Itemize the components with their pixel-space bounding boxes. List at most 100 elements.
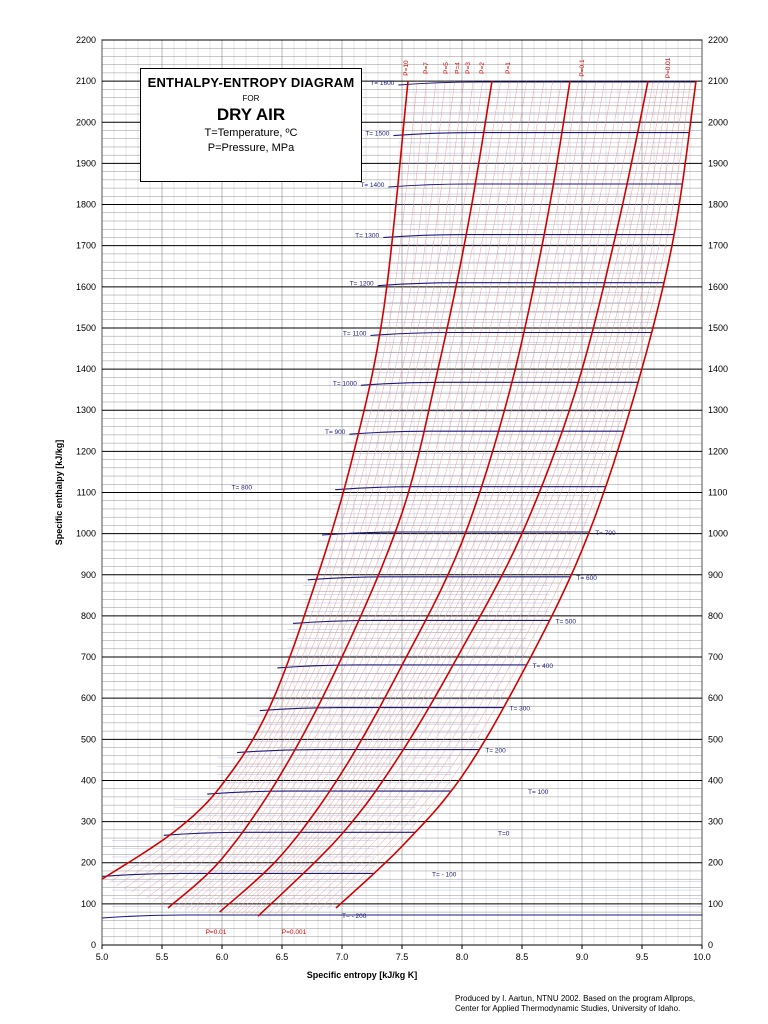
minor-isobar-line [131, 81, 446, 893]
y-tick-label-right: 800 [708, 611, 723, 621]
isotherm-label: T= 500 [556, 618, 577, 625]
isotherm-label: T= 300 [510, 706, 531, 713]
isotherm-line [101, 872, 374, 877]
minor-isobar-line [160, 81, 483, 905]
y-tick-label-right: 2200 [708, 35, 728, 45]
minor-isobar-line [240, 81, 614, 915]
chart-title-for: FOR [242, 94, 260, 103]
minor-isobar-line [185, 81, 519, 910]
isobar-labels: P=10 P=7 P=5 P=4 P=3 P=2 P=1 P=0.1 P=0.01 P=0.01 P… [206, 57, 672, 936]
isotherm-label: T= - 100 [432, 871, 457, 878]
minor-isobar-line [213, 81, 562, 912]
y-tick-label-left: 2200 [76, 35, 96, 45]
isotherm-label: T= 100 [528, 789, 549, 796]
minor-isobar-line [309, 81, 681, 911]
isobar-line [257, 80, 649, 917]
x-tick-label: 5.5 [156, 952, 169, 962]
isotherm-label: T= 600 [576, 575, 597, 582]
y-tick-label-right: 1800 [708, 200, 728, 210]
axes: 5.0 5.5 6.0 6.5 7.0 7.5 8.0 8.5 9.0 9.5 10.0 0 0 100 1… [54, 35, 728, 980]
y-tick-label-right: 400 [708, 775, 723, 785]
x-tick-label: 8.5 [516, 952, 529, 962]
minor-isobar-line [138, 81, 455, 896]
y-tick-label-right: 900 [708, 570, 723, 580]
y-tick-label-left: 200 [81, 858, 96, 868]
y-tick-label-left: 1700 [76, 241, 96, 251]
minor-isobar-line [223, 81, 579, 913]
y-tick-label-left: 900 [81, 570, 96, 580]
y-tick-label-left: 1800 [76, 200, 96, 210]
y-tick-label-right: 1000 [708, 529, 728, 539]
isotherm-label: T= 400 [533, 663, 554, 670]
y-tick-label-right: 200 [708, 858, 723, 868]
isobar-line [219, 80, 571, 913]
minor-isobar-line [327, 81, 691, 910]
minor-isobar-line [145, 81, 465, 899]
y-tick-label-left: 2000 [76, 117, 96, 127]
y-tick-label-right: 1600 [708, 282, 728, 292]
isotherm-label: T= - 200 [342, 913, 367, 920]
y-tick-label-left: 1900 [76, 158, 96, 168]
x-tick-label: 10.0 [693, 952, 711, 962]
isobar-label-top: P=7 [423, 62, 430, 74]
minor-isobar-line [249, 81, 631, 916]
y-tick-label-right: 2100 [708, 76, 728, 86]
isotherm-label: T= 1600 [370, 80, 394, 87]
isotherm-label: T= 1100 [343, 330, 367, 337]
minor-isobar-line [207, 81, 553, 912]
y-tick-label-left: 1600 [76, 282, 96, 292]
minor-isobar-line [227, 81, 588, 914]
x-tick-label: 5.0 [96, 952, 109, 962]
y-tick-label-left: 1200 [76, 446, 96, 456]
chart-title: ENTHALPY-ENTROPY DIAGRAM [147, 75, 355, 90]
x-tick-label: 9.5 [636, 952, 649, 962]
y-axis-label: Specific enthalpy [kJ/kg] [54, 440, 64, 546]
credit-line-1: Produced by I. Aartun, NTNU 2002. Based … [455, 994, 696, 1003]
y-tick-label-right: 1400 [708, 364, 728, 374]
isobar-label-top: P=2 [479, 62, 486, 74]
y-tick-label-left: 1100 [77, 488, 96, 498]
minor-isobars [109, 81, 691, 916]
legend-temperature: T=Temperature, ºC [204, 127, 298, 139]
y-tick-label-left: 500 [81, 734, 96, 744]
y-tick-label-left: 1300 [76, 405, 96, 415]
y-tick-label-left: 0 [91, 940, 96, 950]
y-tick-label-right: 700 [708, 652, 723, 662]
y-tick-label-right: 600 [708, 693, 723, 703]
isobar-label-top: P=0.1 [579, 59, 586, 77]
isobar-label-top: P=4 [455, 62, 462, 74]
isobar-label-bottom: P=0.001 [282, 929, 307, 936]
x-axis-label: Specific entropy [kJ/kg K] [307, 970, 418, 980]
x-tick-label: 6.0 [216, 952, 229, 962]
minor-isobar-line [202, 81, 545, 911]
isobar-label-top: P=5 [443, 62, 450, 74]
isotherm-label: T= 900 [325, 429, 346, 436]
y-tick-label-right: 1500 [708, 323, 728, 333]
x-tick-label: 7.0 [336, 952, 349, 962]
x-tick-label: 8.0 [456, 952, 469, 962]
isobars [101, 80, 697, 917]
y-tick-label-left: 700 [81, 652, 96, 662]
y-tick-label-right: 1200 [708, 446, 728, 456]
isobar-label-top: P=0.01 [665, 57, 672, 78]
minor-isobar-line [123, 81, 437, 890]
isotherm-label: T=0 [498, 830, 510, 837]
y-tick-label-left: 1500 [76, 323, 96, 333]
minor-isobar-line [190, 81, 527, 910]
y-tick-label-right: 100 [708, 899, 723, 909]
chart-subtitle: DRY AIR [216, 105, 286, 124]
minor-isobar-line [173, 81, 501, 909]
isotherm-label: T= 1500 [365, 131, 389, 138]
minor-isobar-line [153, 81, 474, 902]
isotherms [101, 81, 702, 919]
minor-isobar-line [245, 81, 623, 915]
minor-isobar-line [292, 81, 670, 913]
minor-isobar-line [275, 81, 659, 915]
chart-title-box: ENTHALPY-ENTROPY DIAGRAM FOR DRY AIR T=T… [140, 68, 362, 182]
isobar-label-top: P=1 [505, 62, 512, 74]
isotherm-label: T= 1300 [355, 233, 379, 240]
isobar-label-bottom: P=0.01 [206, 929, 227, 936]
y-tick-label-right: 1700 [708, 241, 728, 251]
isobar-line [101, 81, 409, 880]
